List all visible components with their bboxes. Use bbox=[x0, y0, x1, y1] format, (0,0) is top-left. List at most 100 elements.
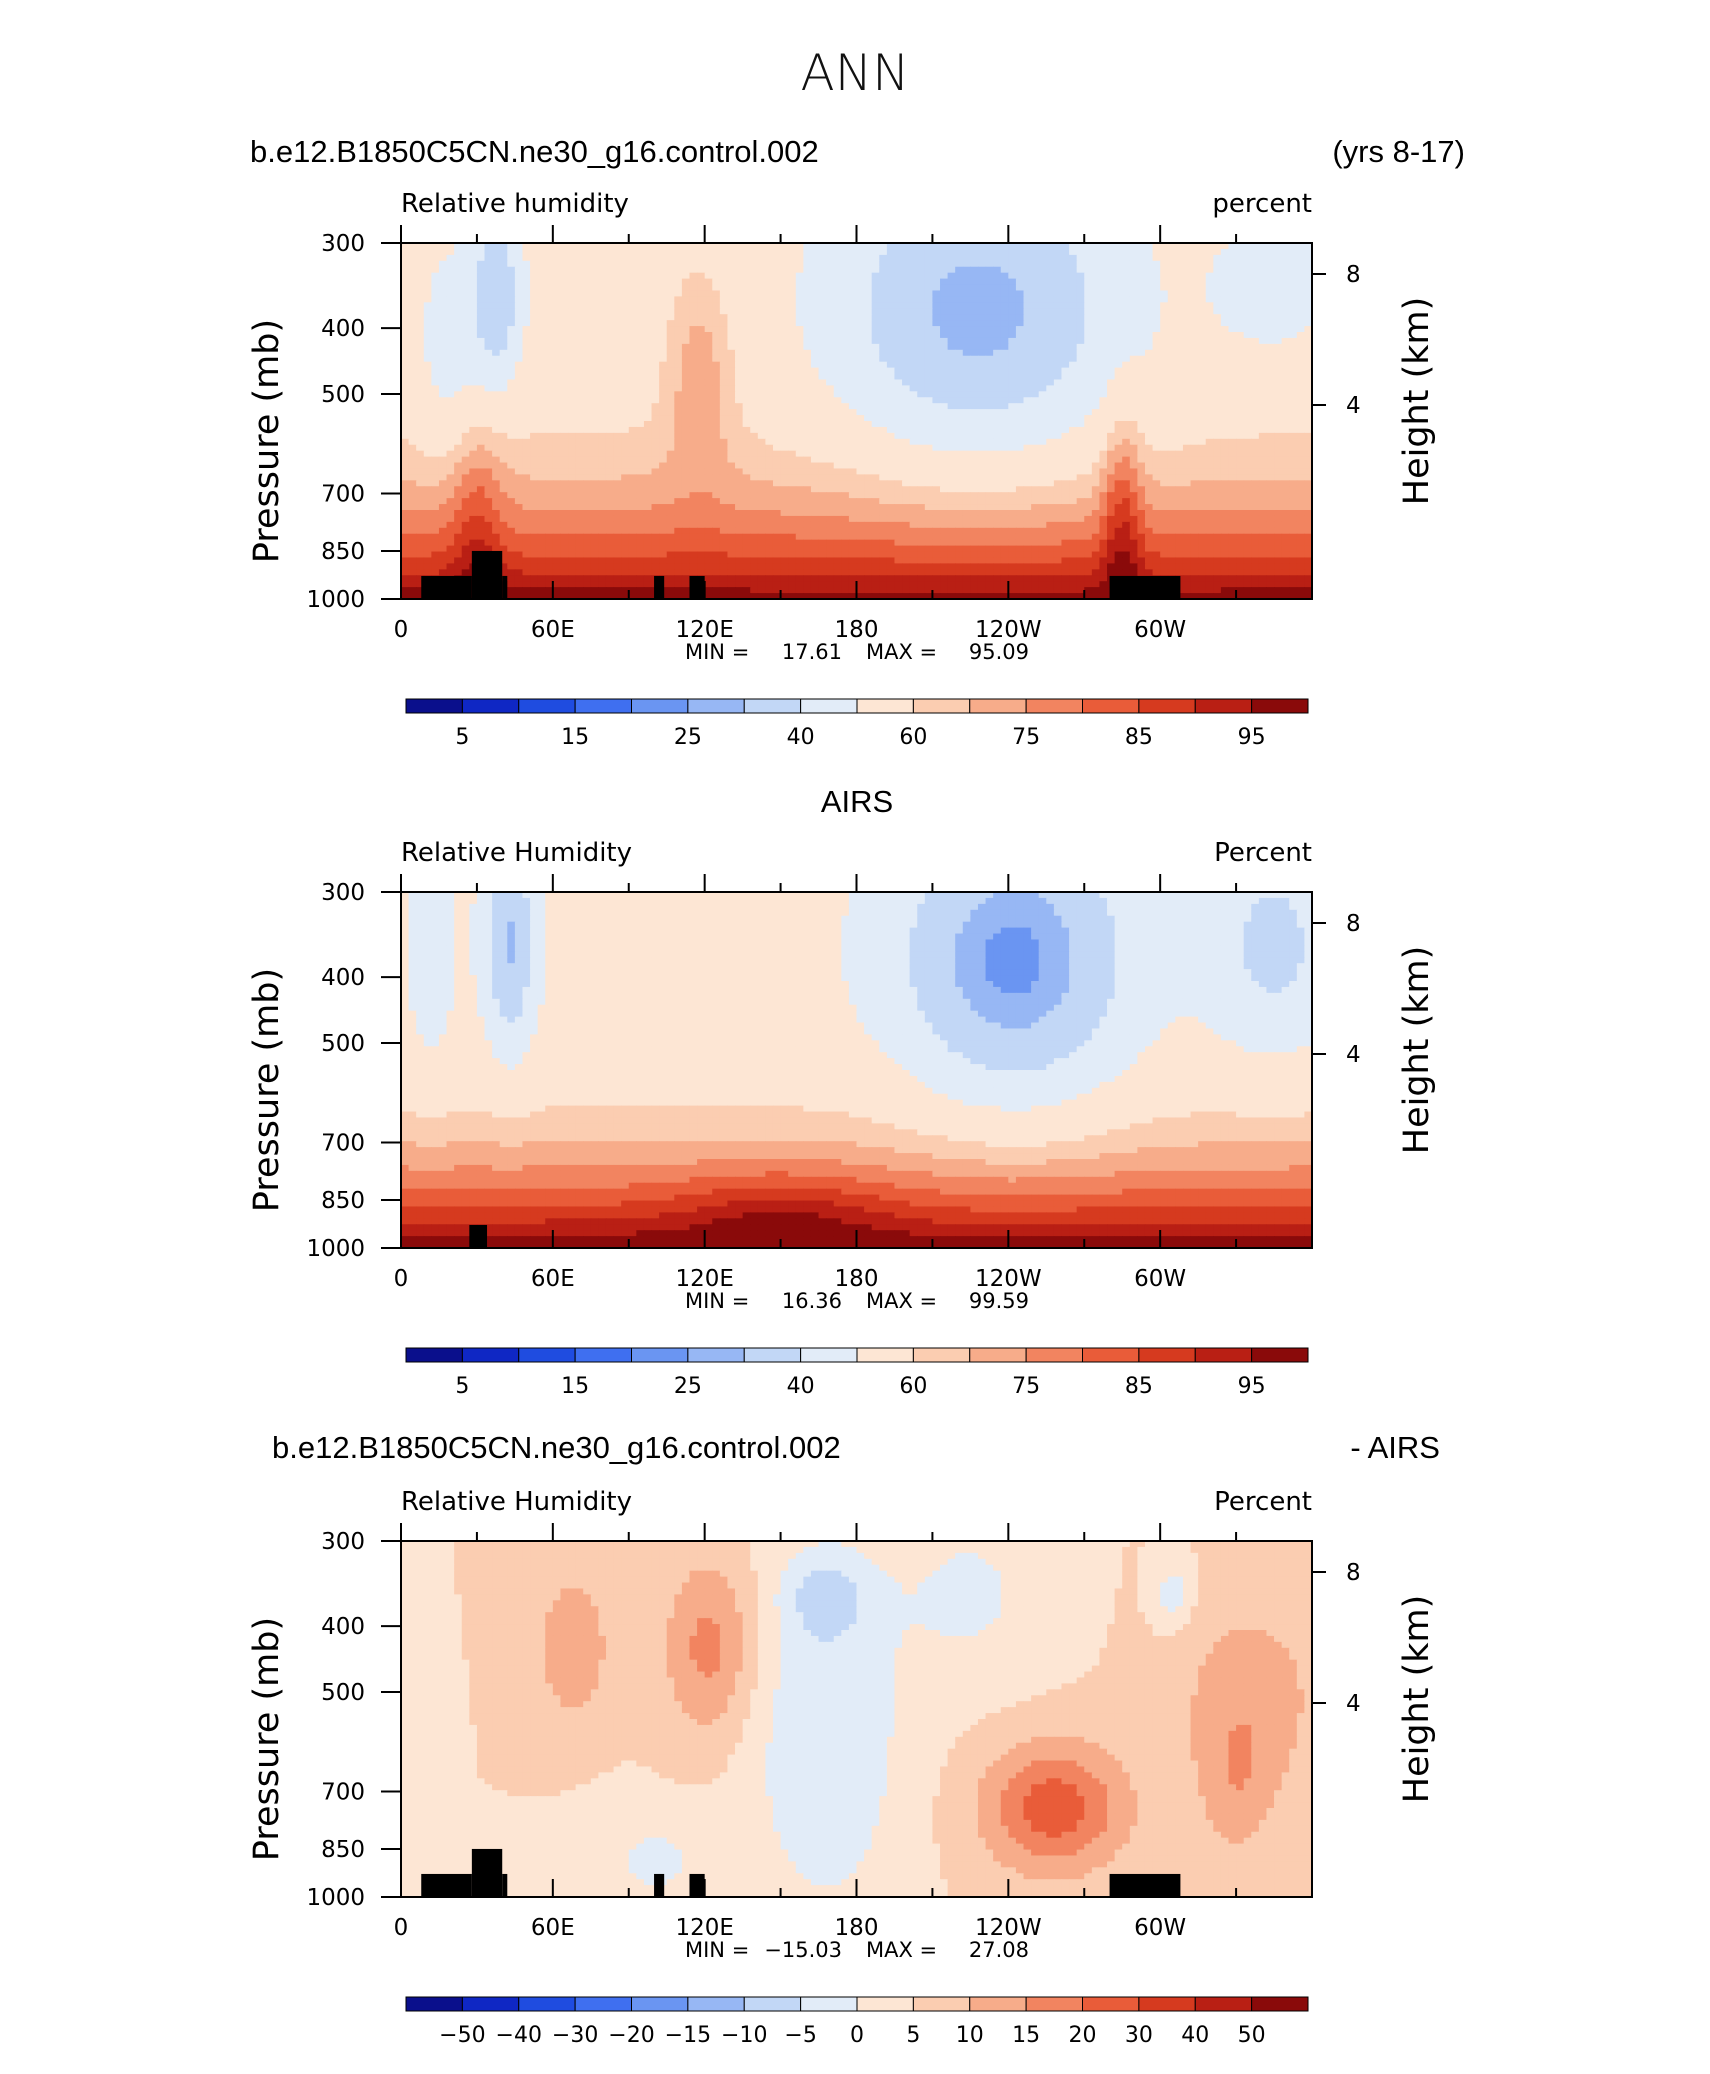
contour-cell bbox=[408, 444, 417, 452]
contour-cell bbox=[454, 385, 463, 392]
contour-cell bbox=[788, 415, 797, 422]
contour-cell bbox=[757, 468, 766, 475]
contour-cell bbox=[1236, 373, 1245, 381]
contour-cell bbox=[1228, 373, 1237, 381]
contour-cell bbox=[401, 462, 410, 470]
contour-cell bbox=[826, 456, 835, 464]
contour-cell bbox=[689, 320, 698, 327]
contour-cell bbox=[1144, 260, 1154, 268]
contour-cell bbox=[1296, 302, 1306, 309]
contour-cell bbox=[1015, 367, 1025, 375]
contour-cell bbox=[401, 343, 410, 351]
contour-cell bbox=[735, 302, 744, 309]
contour-cell bbox=[1031, 302, 1040, 309]
contour-cell bbox=[970, 290, 979, 297]
contour-cell bbox=[1243, 426, 1252, 434]
contour-cell bbox=[1251, 468, 1260, 475]
contour-cell bbox=[917, 426, 926, 434]
contour-cell bbox=[598, 367, 607, 375]
contour-cell bbox=[704, 432, 713, 440]
contour-cell bbox=[1099, 468, 1108, 475]
contour-cell bbox=[598, 421, 607, 428]
contour-cell bbox=[590, 320, 599, 327]
contour-cell bbox=[666, 379, 675, 386]
contour-cell bbox=[962, 260, 971, 268]
contour-cell bbox=[765, 432, 774, 440]
contour-cell bbox=[795, 248, 804, 256]
contour-cell bbox=[454, 296, 463, 303]
contour-cell bbox=[803, 361, 812, 369]
contour-cell bbox=[1281, 308, 1290, 315]
contour-cell bbox=[993, 272, 1002, 280]
contour-cell bbox=[864, 248, 873, 256]
contour-cell bbox=[1296, 248, 1306, 256]
contour-cell bbox=[666, 266, 675, 274]
contour-cell bbox=[742, 480, 751, 487]
contour-cell bbox=[1251, 438, 1260, 446]
contour-cell bbox=[1015, 480, 1025, 487]
contour-cell bbox=[461, 254, 470, 262]
contour-cell bbox=[598, 278, 607, 286]
contour-cell bbox=[735, 326, 744, 333]
contour-cell bbox=[1015, 302, 1025, 309]
contour-cell bbox=[727, 444, 736, 452]
contour-cell bbox=[1008, 444, 1017, 452]
contour-cell bbox=[735, 260, 744, 268]
contour-cell bbox=[681, 320, 691, 327]
contour-cell bbox=[1069, 326, 1078, 333]
contour-cell bbox=[1038, 415, 1047, 422]
contour-cell bbox=[833, 468, 842, 475]
contour-cell bbox=[864, 308, 873, 315]
contour-cell bbox=[924, 468, 934, 475]
contour-cell bbox=[1190, 397, 1199, 404]
contour-cell bbox=[651, 385, 660, 392]
contour-cell bbox=[530, 450, 539, 458]
contour-cell bbox=[826, 450, 835, 458]
contour-cell bbox=[530, 426, 539, 434]
contour-cell bbox=[1076, 438, 1085, 446]
contour-cell bbox=[727, 272, 736, 280]
contour-cell bbox=[469, 367, 478, 375]
contour-cell bbox=[727, 349, 736, 357]
contour-cell bbox=[431, 421, 440, 428]
contour-cell bbox=[1304, 266, 1313, 274]
contour-cell bbox=[704, 421, 713, 428]
contour-cell bbox=[810, 486, 820, 493]
contour-cell bbox=[886, 326, 896, 333]
contour-cell bbox=[401, 450, 410, 458]
contour-cell bbox=[788, 278, 797, 286]
contour-cell bbox=[628, 421, 637, 428]
contour-cell bbox=[1198, 468, 1207, 475]
contour-cell bbox=[1069, 397, 1078, 404]
contour-cell bbox=[886, 260, 896, 268]
contour-cell bbox=[864, 462, 873, 470]
contour-cell bbox=[1114, 290, 1123, 297]
contour-cell bbox=[917, 373, 926, 381]
contour-cell bbox=[727, 355, 736, 363]
contour-cell bbox=[659, 326, 668, 333]
contour-cell bbox=[719, 332, 729, 339]
contour-cell bbox=[621, 385, 630, 392]
contour-cell bbox=[605, 290, 615, 297]
contour-cell bbox=[1198, 409, 1207, 416]
contour-cell bbox=[1000, 409, 1009, 416]
contour-cell bbox=[780, 468, 789, 475]
contour-cell bbox=[909, 314, 918, 321]
contour-cell bbox=[431, 432, 440, 440]
contour-cell bbox=[469, 343, 478, 351]
contour-cell bbox=[552, 337, 562, 345]
contour-cell bbox=[659, 438, 668, 446]
contour-cell bbox=[1114, 278, 1123, 286]
contour-cell bbox=[1084, 373, 1093, 381]
contour-cell bbox=[894, 391, 903, 398]
contour-cell bbox=[1182, 432, 1192, 440]
contour-cell bbox=[924, 278, 934, 286]
contour-cell bbox=[833, 480, 842, 487]
contour-cell bbox=[879, 415, 888, 422]
contour-cell bbox=[1258, 272, 1268, 280]
contour-cell bbox=[735, 272, 744, 280]
contour-cell bbox=[408, 349, 417, 357]
contour-cell bbox=[780, 296, 789, 303]
contour-cell bbox=[522, 326, 531, 333]
contour-cell bbox=[864, 373, 873, 381]
